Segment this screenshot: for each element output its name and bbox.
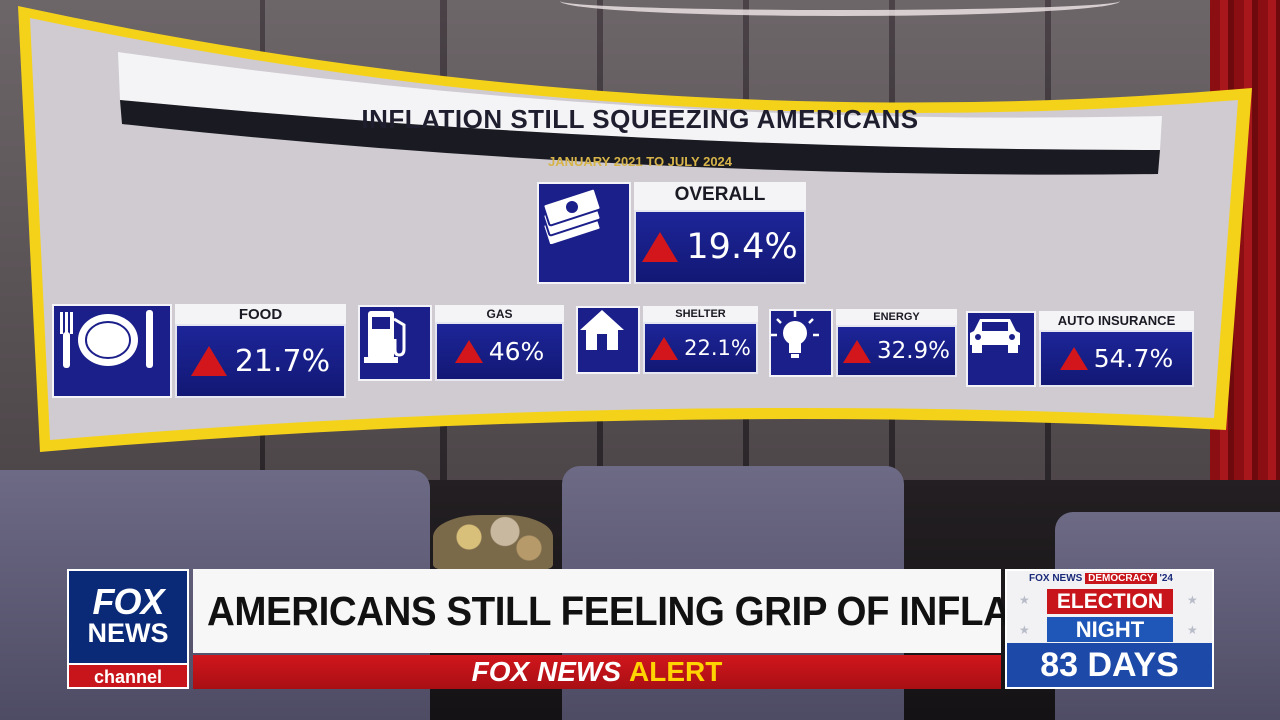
star-icon: ★ — [1187, 593, 1198, 607]
stat-auto-insurance-body: AUTO INSURANCE 54.7% — [1039, 311, 1194, 387]
logo-channel-text: channel — [69, 663, 187, 687]
stat-label: GAS — [435, 305, 564, 322]
stat-food: FOOD 21.7% — [52, 304, 346, 398]
plate-icon — [52, 304, 172, 398]
up-arrow-icon — [842, 339, 871, 363]
stat-value: 22.1% — [684, 336, 751, 360]
up-arrow-icon — [650, 336, 679, 360]
stat-gas: GAS 46% — [358, 305, 564, 381]
stat-value: 21.7% — [234, 343, 331, 379]
stat-value-box: 22.1% — [643, 322, 758, 374]
house-icon — [576, 306, 640, 374]
days-countdown: 83 DAYS — [1007, 643, 1212, 687]
stat-value-box: 19.4% — [634, 210, 806, 284]
headline: AMERICANS STILL FEELING GRIP OF INFLATIO… — [207, 587, 1098, 634]
stat-energy: ENERGY 32.9% — [769, 309, 957, 377]
up-arrow-icon — [454, 340, 483, 363]
stat-overall: OVERALL 19.4% — [537, 182, 807, 284]
night-label: NIGHT — [1047, 617, 1173, 642]
alert-bar: FOX NEWS ALERT — [193, 655, 1001, 689]
democracy-tag-word: DEMOCRACY — [1085, 573, 1157, 584]
ceiling-light — [560, 0, 1120, 16]
graphic-title: INFLATION STILL SQUEEZING AMERICANS — [361, 104, 919, 134]
money-stack-icon — [537, 182, 631, 284]
stat-value-box: 32.9% — [836, 325, 957, 377]
up-arrow-icon — [642, 232, 679, 262]
car-icon — [966, 311, 1036, 387]
stat-shelter: SHELTER 22.1% — [576, 306, 758, 374]
stat-value: 54.7% — [1093, 344, 1174, 373]
stat-overall-body: OVERALL 19.4% — [634, 182, 806, 284]
up-arrow-icon — [1059, 347, 1088, 370]
stat-value-box: 46% — [435, 322, 564, 381]
election-countdown: FOX NEWS DEMOCRACY '24 ★ ★ ★ ★ ELECTION … — [1005, 569, 1214, 689]
stat-label: AUTO INSURANCE — [1039, 311, 1194, 330]
logo-fox-text: FOX — [92, 581, 164, 622]
stat-value-box: 54.7% — [1039, 330, 1194, 387]
lightbulb-icon — [769, 309, 833, 377]
logo-news-text: NEWS — [87, 618, 169, 648]
flower-arrangement — [433, 515, 553, 570]
democracy-tag-brand: FOX NEWS — [1029, 573, 1083, 584]
star-icon: ★ — [1019, 623, 1030, 637]
alert-word: ALERT — [629, 656, 723, 687]
headline-bar: AMERICANS STILL FEELING GRIP OF INFLATIO… — [193, 569, 1098, 653]
stat-shelter-body: SHELTER 22.1% — [643, 306, 758, 374]
stat-value: 19.4% — [686, 227, 798, 267]
stat-gas-body: GAS 46% — [435, 305, 564, 381]
stat-label: ENERGY — [836, 309, 957, 325]
gas-pump-icon — [358, 305, 432, 381]
star-icon: ★ — [1187, 623, 1198, 637]
lower-third: FOX NEWS channel AMERICANS STILL FEELING… — [67, 569, 1214, 691]
stat-label: SHELTER — [643, 306, 758, 322]
up-arrow-icon — [190, 346, 227, 376]
graphic-subtitle: JANUARY 2021 TO JULY 2024 — [547, 154, 733, 169]
democracy-tag: FOX NEWS DEMOCRACY '24 — [1029, 573, 1173, 584]
democracy-tag-year: '24 — [1159, 573, 1173, 584]
fox-news-logo: FOX NEWS channel — [67, 569, 189, 689]
alert-brand: FOX NEWS — [471, 656, 621, 687]
stat-label: OVERALL — [634, 182, 806, 210]
stat-energy-body: ENERGY 32.9% — [836, 309, 957, 377]
star-icon: ★ — [1019, 593, 1030, 607]
stat-value: 32.9% — [876, 338, 951, 364]
stat-value-box: 21.7% — [175, 324, 346, 398]
inflation-graphic: INFLATION STILL SQUEEZING AMERICANS JANU… — [18, 6, 1252, 452]
stat-food-body: FOOD 21.7% — [175, 304, 346, 398]
stat-auto-insurance: AUTO INSURANCE 54.7% — [966, 311, 1194, 387]
election-label: ELECTION — [1047, 589, 1173, 614]
stat-value: 46% — [488, 337, 545, 366]
stat-label: FOOD — [175, 304, 346, 324]
